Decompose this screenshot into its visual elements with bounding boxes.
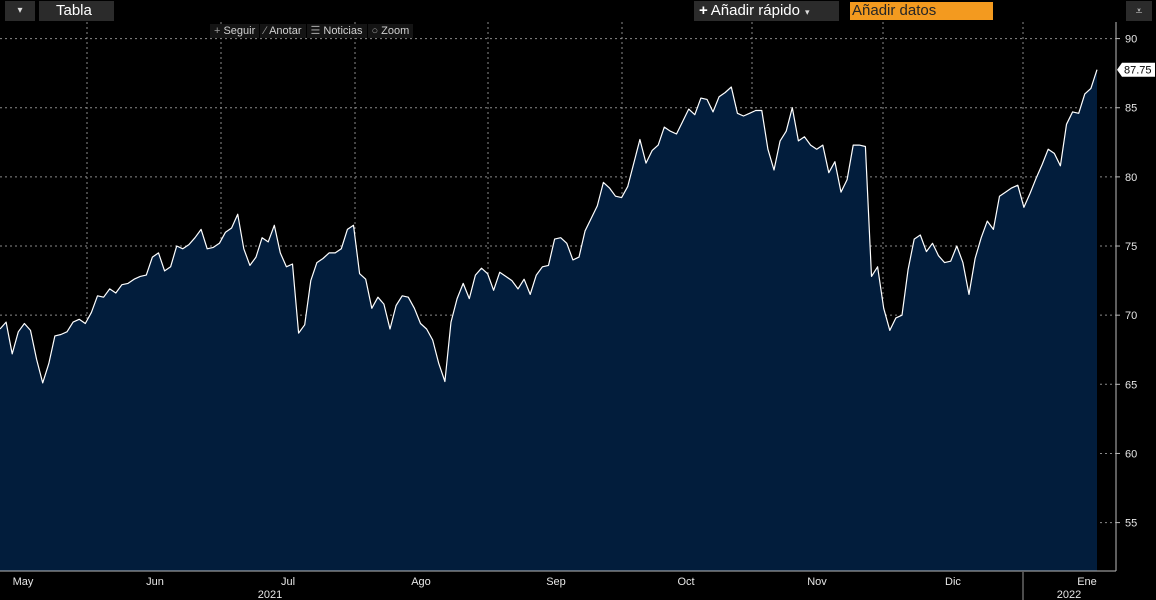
add-data-input[interactable]: Añadir datos [850, 2, 993, 20]
y-tick-label: 75 [1125, 241, 1137, 253]
x-tick-label: Oct [677, 576, 694, 588]
last-value-badge [1117, 62, 1155, 77]
plus-icon: + [699, 2, 708, 19]
x-tick-label: Dic [945, 576, 961, 588]
y-tick-label: 65 [1125, 379, 1137, 391]
y-tick-label: 70 [1125, 310, 1137, 322]
x-tick-label: May [13, 576, 34, 588]
menu-filter-button[interactable]: ⩡ [1126, 1, 1152, 21]
chart-tools: + Seguir ∕ Anotar ☰ Noticias ○ Zoom [210, 24, 414, 38]
x-tick-label: Jun [146, 576, 164, 588]
quick-add-label: Añadir rápido [710, 2, 800, 19]
y-tick-label: 55 [1125, 518, 1137, 530]
news-label: Noticias [323, 25, 363, 37]
dropdown-button[interactable]: ▾ [5, 1, 35, 21]
y-tick-label: 90 [1125, 34, 1137, 46]
filter-icon: ⩡ [1135, 4, 1143, 18]
news-tool[interactable]: ☰ Noticias [306, 24, 367, 38]
chevron-down-icon: ▾ [17, 5, 23, 16]
table-button[interactable]: Tabla [39, 1, 114, 21]
follow-tool[interactable]: + Seguir [210, 24, 260, 38]
x-tick-label: Ene [1077, 576, 1097, 588]
x-tick-label: Ago [411, 576, 431, 588]
x-tick-label: Nov [807, 576, 827, 588]
price-line [0, 69, 1098, 384]
y-tick-label: 80 [1125, 172, 1137, 184]
annotate-tool[interactable]: ∕ Anotar [260, 24, 306, 38]
year-label: 2021 [258, 589, 282, 600]
y-tick-label: 85 [1125, 103, 1137, 115]
y-tick-label: 60 [1125, 448, 1137, 460]
caret-down-icon: ▾ [805, 7, 810, 17]
axes: 55 60 65 70 75 80 85 90 May Jun Jul Ago Sep Oct Nov Dic… [0, 22, 1155, 600]
last-value-label: 87.75 [1124, 65, 1152, 77]
top-toolbar: ▾ Tabla + Añadir rápido ▾ Añadir datos ⩡ [0, 0, 1156, 22]
price-area [0, 69, 1097, 571]
zoom-label: Zoom [381, 25, 410, 37]
pencil-icon: ∕ [264, 25, 267, 37]
news-icon: ☰ [310, 25, 321, 37]
quick-add-button[interactable]: + Añadir rápido ▾ [694, 1, 839, 21]
crosshair-icon: + [214, 25, 221, 37]
follow-label: Seguir [223, 25, 256, 37]
x-tick-label: Jul [281, 576, 295, 588]
magnifier-icon: ○ [371, 25, 379, 37]
zoom-tool[interactable]: ○ Zoom [367, 24, 414, 38]
x-tick-label: Sep [546, 576, 566, 588]
annotate-label: Anotar [269, 25, 302, 37]
year-label: 2022 [1057, 589, 1081, 600]
